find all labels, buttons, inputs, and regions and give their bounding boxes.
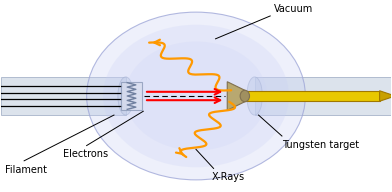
Ellipse shape (118, 77, 134, 115)
Bar (243, 91, 379, 101)
Ellipse shape (87, 12, 305, 180)
Bar (254, 77, 391, 115)
Polygon shape (227, 82, 245, 110)
Ellipse shape (103, 25, 289, 167)
Text: X-Rays: X-Rays (212, 172, 245, 182)
Bar (121, 82, 142, 110)
Bar (1, 77, 126, 115)
Polygon shape (379, 91, 392, 101)
Text: Tungsten target: Tungsten target (282, 140, 359, 150)
Ellipse shape (240, 90, 250, 102)
Ellipse shape (125, 41, 267, 151)
Ellipse shape (247, 77, 262, 115)
Text: Vacuum: Vacuum (274, 4, 313, 14)
Text: Filament: Filament (5, 165, 47, 175)
Text: Electrons: Electrons (63, 149, 108, 159)
